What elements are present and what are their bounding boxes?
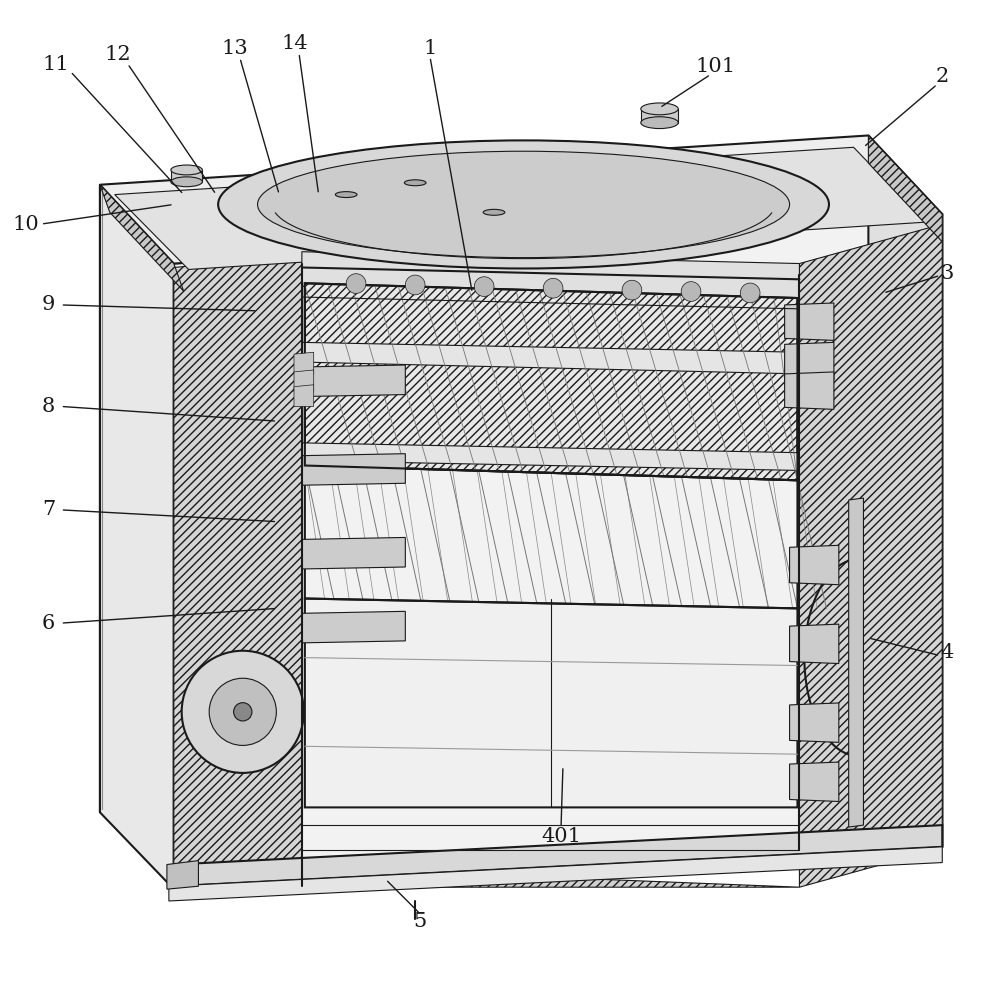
Circle shape [346, 274, 366, 293]
Ellipse shape [171, 165, 203, 175]
Circle shape [209, 678, 277, 745]
Circle shape [622, 280, 642, 300]
Circle shape [681, 282, 700, 301]
Text: 2: 2 [936, 67, 948, 86]
Text: 4: 4 [941, 643, 953, 662]
Ellipse shape [641, 103, 678, 115]
Polygon shape [784, 342, 834, 380]
Text: 3: 3 [941, 264, 953, 283]
Text: 7: 7 [42, 500, 55, 519]
Ellipse shape [641, 117, 678, 129]
Text: 5: 5 [414, 912, 427, 931]
Polygon shape [789, 703, 839, 742]
Polygon shape [789, 762, 839, 801]
Text: 9: 9 [42, 295, 55, 314]
Ellipse shape [335, 192, 357, 198]
Polygon shape [174, 214, 943, 889]
Polygon shape [789, 624, 839, 664]
Polygon shape [302, 611, 405, 643]
Polygon shape [100, 185, 174, 889]
Text: 12: 12 [105, 45, 131, 64]
Circle shape [182, 651, 304, 773]
Text: 10: 10 [13, 215, 40, 234]
Polygon shape [849, 498, 864, 827]
Polygon shape [174, 867, 799, 887]
Polygon shape [294, 370, 314, 392]
Text: 1: 1 [423, 39, 437, 58]
Polygon shape [115, 147, 926, 269]
Text: 6: 6 [42, 614, 55, 633]
Circle shape [233, 703, 252, 721]
Polygon shape [171, 170, 203, 182]
Polygon shape [167, 861, 199, 889]
Polygon shape [294, 385, 314, 406]
Polygon shape [868, 135, 943, 242]
Polygon shape [294, 352, 314, 374]
Polygon shape [302, 342, 799, 374]
Text: 101: 101 [696, 57, 736, 76]
Polygon shape [641, 109, 678, 123]
Circle shape [740, 283, 760, 303]
Text: 401: 401 [541, 827, 581, 846]
Polygon shape [784, 372, 834, 409]
Polygon shape [302, 365, 405, 397]
Polygon shape [100, 135, 943, 264]
Ellipse shape [258, 151, 789, 258]
Polygon shape [868, 135, 943, 847]
Polygon shape [799, 224, 943, 887]
Polygon shape [302, 537, 405, 569]
Text: 14: 14 [282, 34, 308, 53]
Polygon shape [174, 256, 302, 887]
Text: 8: 8 [42, 397, 55, 416]
Polygon shape [784, 303, 834, 340]
Polygon shape [174, 825, 943, 886]
Polygon shape [305, 283, 797, 480]
Circle shape [405, 275, 425, 295]
Ellipse shape [218, 140, 829, 268]
Polygon shape [305, 599, 797, 807]
Circle shape [474, 277, 494, 296]
Polygon shape [789, 545, 839, 585]
Polygon shape [302, 252, 799, 298]
Polygon shape [169, 847, 943, 901]
Text: 13: 13 [221, 39, 248, 58]
Text: 11: 11 [42, 55, 69, 74]
Circle shape [543, 278, 563, 298]
Ellipse shape [483, 209, 505, 215]
Ellipse shape [404, 180, 426, 186]
Ellipse shape [171, 177, 203, 187]
Polygon shape [302, 454, 405, 485]
Polygon shape [302, 443, 799, 470]
Polygon shape [100, 185, 184, 291]
